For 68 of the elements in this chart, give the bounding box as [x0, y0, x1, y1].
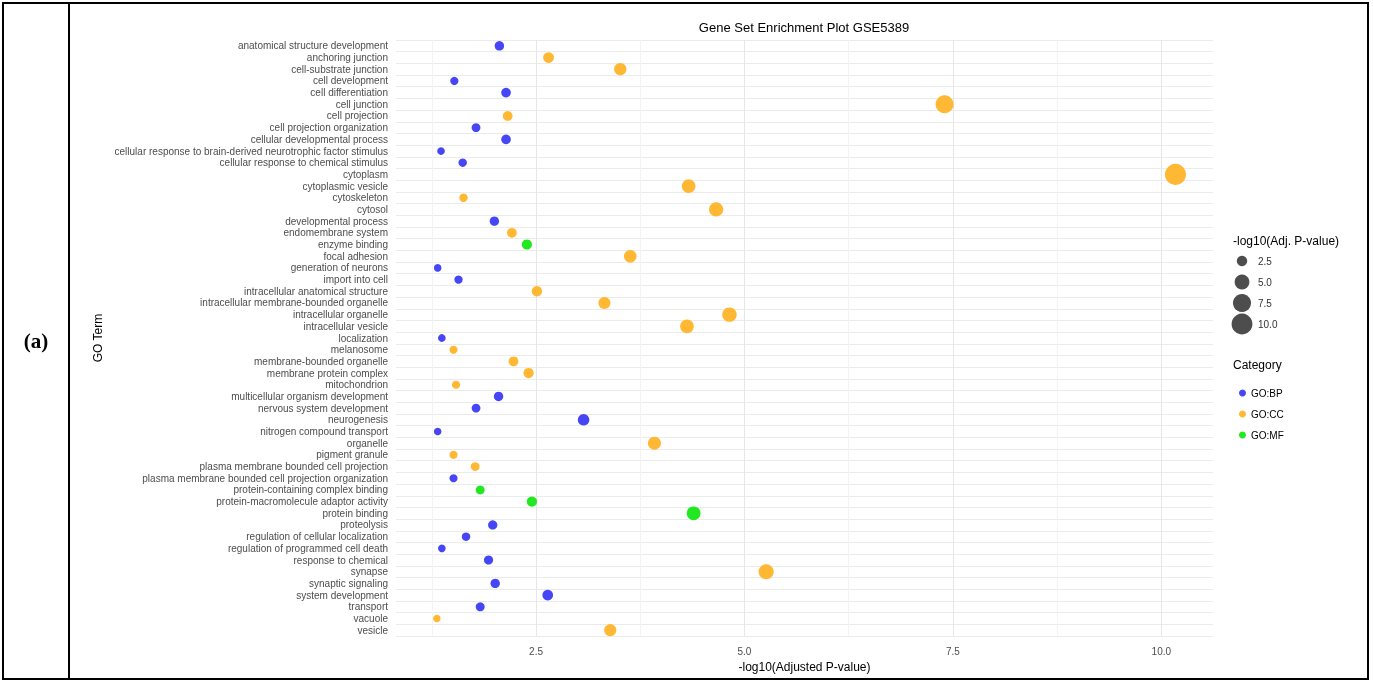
legend-label: 2.5	[1258, 255, 1273, 267]
y-tick-label: localization	[338, 332, 388, 344]
chart-title: Gene Set Enrichment Plot GSE5389	[698, 20, 910, 35]
legend-label: 10.0	[1258, 318, 1278, 330]
y-tick-label: cellular response to brain-derived neurotrophic factor stimulus	[114, 145, 388, 157]
legend-label: GO:CC	[1251, 408, 1284, 420]
legend-label: 7.5	[1258, 297, 1273, 309]
y-tick-label: developmental process	[285, 215, 388, 227]
y-tick-label: enzyme binding	[317, 239, 388, 251]
x-tick-label: 2.5	[529, 645, 544, 657]
y-tick-label: intracellular organelle	[292, 309, 389, 321]
y-tick-label: cytoplasmic vesicle	[302, 180, 389, 192]
y-tick-label: cytosol	[356, 203, 388, 215]
y-tick-label: plasma membrane bounded cell projection	[199, 461, 388, 473]
y-tick-label: membrane protein complex	[266, 367, 388, 379]
y-tick-label: intracellular vesicle	[303, 320, 389, 332]
y-tick-label: neurogenesis	[327, 414, 388, 426]
y-tick-label: synapse	[350, 566, 389, 578]
y-tick-label: protein binding	[322, 507, 388, 519]
y-tick-label: organelle	[346, 437, 389, 449]
y-tick-label: import into cell	[323, 274, 388, 286]
y-tick-label: regulation of cellular localization	[246, 531, 388, 543]
y-tick-label: anchoring junction	[306, 52, 388, 64]
y-tick-label: multicellular organism development	[231, 390, 389, 402]
y-tick-label: cellular response to chemical stimulus	[219, 157, 388, 169]
y-tick-label: mitochondrion	[325, 379, 388, 391]
y-tick-label: nitrogen compound transport	[260, 425, 389, 437]
y-tick-label: melanosome	[330, 344, 389, 356]
y-axis-title: GO Term	[90, 313, 105, 363]
y-tick-label: focal adhesion	[323, 250, 388, 262]
y-tick-label: vesicle	[357, 624, 389, 636]
y-tick-label: endomembrane system	[283, 227, 388, 239]
y-tick-label: cytoskeleton	[332, 192, 388, 204]
y-tick-label: cell junction	[335, 98, 388, 110]
y-tick-label: cell projection organization	[269, 122, 388, 134]
x-axis-title: -log10(Adjusted P-value)	[738, 659, 871, 674]
y-tick-label: response to chemical	[293, 554, 388, 566]
legend-label: 5.0	[1258, 276, 1273, 288]
text: (a)	[4, 4, 70, 678]
y-tick-label: anatomical structure development	[237, 40, 389, 52]
y-tick-label: cell-substrate junction	[291, 63, 388, 75]
y-tick-label: pigment granule	[316, 449, 389, 461]
y-tick-label: generation of neurons	[290, 262, 388, 274]
y-tick-label: cytoplasm	[342, 168, 388, 180]
y-tick-label: nervous system development	[257, 402, 389, 414]
y-tick-label: cell development	[312, 75, 389, 87]
x-tick-label: 7.5	[945, 645, 961, 657]
y-tick-label: protein-containing complex binding	[233, 484, 388, 496]
y-tick-label: membrane-bounded organelle	[254, 355, 389, 367]
y-tick-label: regulation of programmed cell death	[227, 542, 388, 554]
x-tick-label: 5.0	[737, 645, 752, 657]
y-tick-label: plasma membrane bounded cell projection organization	[142, 472, 388, 484]
y-tick-label: proteolysis	[340, 519, 388, 531]
y-tick-label: transport	[348, 601, 389, 613]
y-tick-label: protein-macromolecule adaptor activity	[216, 496, 388, 508]
y-tick-label: synaptic signaling	[309, 577, 388, 589]
y-tick-label: intracellular membrane-bounded organelle	[200, 297, 389, 309]
y-tick-label: cell differentiation	[310, 87, 388, 99]
text: -log10(Adj. P-value)	[1233, 234, 1340, 248]
y-tick-label: cell projection	[326, 110, 388, 122]
x-tick-label: 10.0	[1151, 645, 1172, 657]
y-tick-label: intracellular anatomical structure	[244, 285, 389, 297]
y-tick-label: system development	[296, 589, 389, 601]
legend-label: GO:BP	[1251, 387, 1283, 399]
legend-title: Category	[1233, 358, 1282, 372]
legend-label: GO:MF	[1251, 429, 1284, 441]
y-tick-label: cellular developmental process	[250, 133, 388, 145]
y-tick-label: vacuole	[353, 612, 389, 624]
